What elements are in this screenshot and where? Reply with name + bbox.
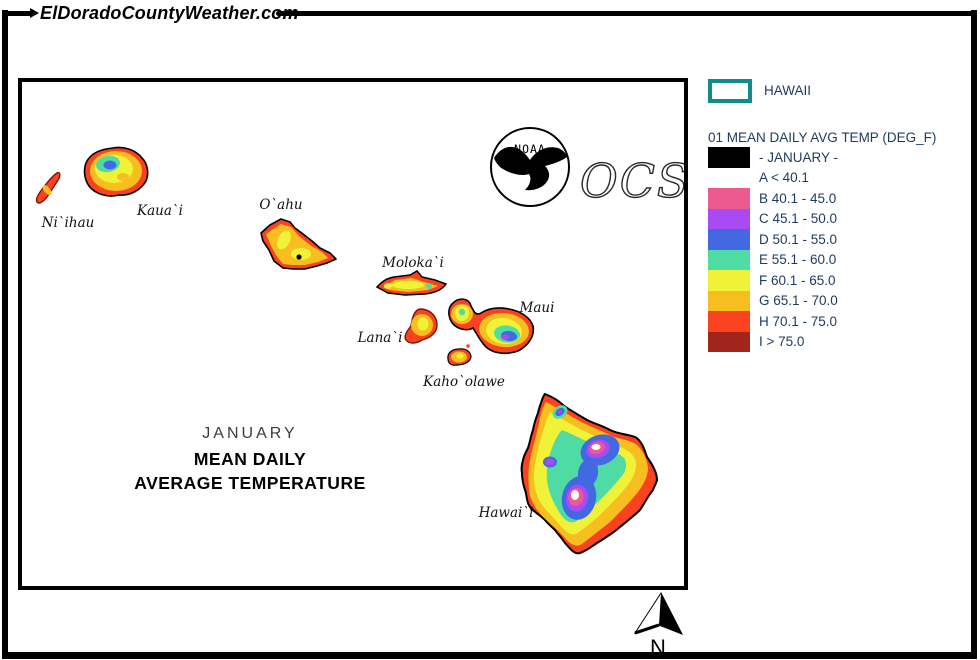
legend-swatch [708,270,750,291]
legend-row: C 45.1 - 50.0 [708,208,838,229]
legend-row: - JANUARY - [708,147,838,168]
island-label-hawaii: Hawai`i [478,505,534,521]
legend-swatch [708,208,750,229]
legend-swatch [708,290,750,311]
legend-row: I > 75.0 [708,331,838,352]
legend-row: B 40.1 - 45.0 [708,188,838,209]
legend-swatch [708,311,750,332]
legend-row: F 60.1 - 65.0 [708,270,838,291]
island-lanai [404,308,438,344]
legend-row: D 50.1 - 55.0 [708,229,838,250]
legend-row: H 70.1 - 75.0 [708,311,838,332]
map-title-line3: AVERAGE TEMPERATURE [134,473,366,493]
region-box-icon [708,78,752,103]
island-kauai [83,146,149,197]
map-title-month: JANUARY [202,425,298,442]
noaa-bird-icon [494,146,567,191]
islands-map-graphic: NOAA OCS [35,127,684,555]
hawaii-map-panel: NOAA OCS Ni`ihau Kaua`i O`ahu Moloka`i M… [18,78,688,590]
legend-label: - JANUARY - [759,149,839,165]
island-label-kauai: Kaua`i [137,203,183,219]
legend-swatch [708,147,750,168]
island-label-molokai: Moloka`i [382,255,444,271]
legend-label: D 50.1 - 55.0 [759,231,838,247]
header-rule-right [276,11,977,16]
legend-label: I > 75.0 [759,334,805,350]
legend-label: C 45.1 - 50.0 [759,211,838,227]
legend-title: 01 MEAN DAILY AVG TEMP (DEG_F) [708,130,937,145]
header-rule-arrow-icon [30,8,39,18]
map-title: JANUARY MEAN DAILY AVERAGE TEMPERATURE [134,425,366,494]
island-niihau [35,171,61,204]
legend-swatch [708,249,750,270]
legend-label: H 70.1 - 75.0 [759,313,838,329]
legend-label: G 65.1 - 70.0 [759,293,838,309]
page-frame-left [2,10,8,659]
legend-rows: - JANUARY - A < 40.1 B 40.1 - 45.0 C 45.… [708,147,838,352]
island-label-maui: Maui [519,300,555,316]
ocs-logo-text: OCS [580,154,684,208]
legend-swatch [708,188,750,209]
region-label: HAWAII [764,83,811,98]
legend-row: G 65.1 - 70.0 [708,290,838,311]
island-hawaii [520,392,659,555]
legend: HAWAII 01 MEAN DAILY AVG TEMP (DEG_F) - … [708,78,973,352]
island-oahu [260,218,337,270]
legend-swatch [708,331,750,352]
legend-swatch [708,229,750,250]
legend-label: F 60.1 - 65.0 [759,272,836,288]
island-label-kahoolawe: Kaho`olawe [423,374,505,390]
honolulu-dot [296,254,302,260]
north-arrow: N [633,592,684,659]
island-label-niihau: Ni`ihau [41,215,95,231]
legend-label: A < 40.1 [759,170,809,186]
legend-label: B 40.1 - 45.0 [759,190,837,206]
page-frame-bottom [2,652,977,659]
site-name-link[interactable]: ElDoradoCountyWeather.com [40,3,299,23]
north-arrow-label: N [650,635,666,659]
legend-swatch [708,168,750,189]
legend-row: A < 40.1 [708,168,838,189]
island-kahoolawe [447,344,472,366]
island-maui [448,298,535,355]
island-molokai [375,270,448,296]
island-label-lanai: Lana`i [357,330,403,346]
noaa-logo: NOAA [490,127,570,207]
legend-region-row: HAWAII [708,78,973,103]
island-label-oahu: O`ahu [259,197,303,213]
legend-row: E 55.1 - 60.0 [708,249,838,270]
page-frame-right [971,10,977,659]
header-rule-left [2,11,30,16]
map-title-line2: MEAN DAILY [193,449,307,469]
legend-label: E 55.1 - 60.0 [759,252,837,268]
